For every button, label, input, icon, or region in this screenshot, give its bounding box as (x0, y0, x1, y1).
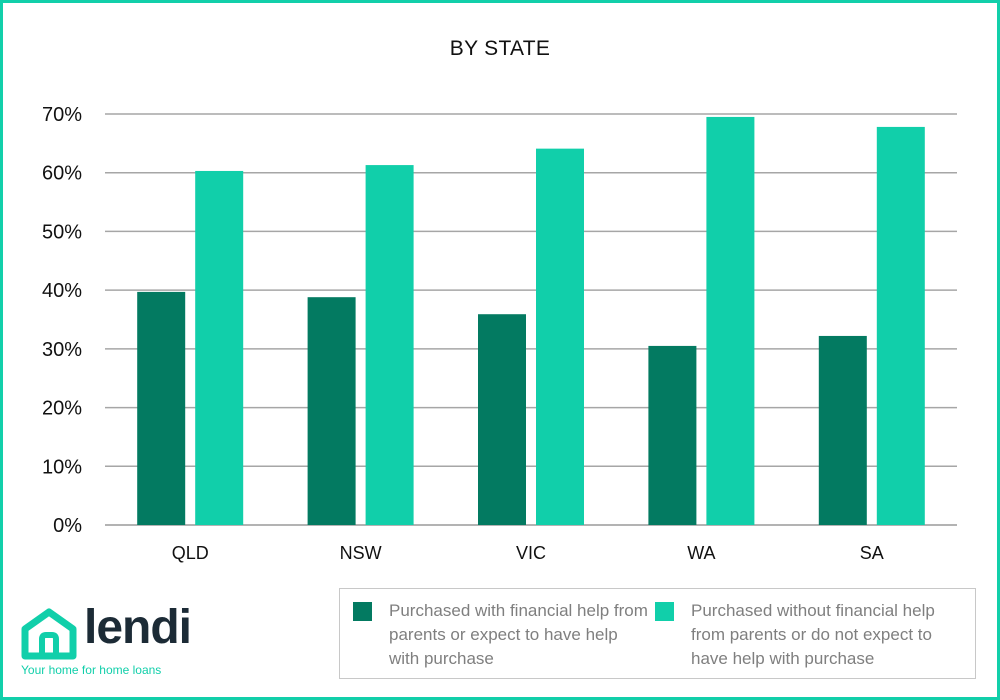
x-tick-label: WA (687, 543, 715, 563)
x-tick-label: NSW (340, 543, 382, 563)
bar-qld-series-2 (195, 170, 244, 525)
legend: Purchased with financial help from paren… (339, 588, 976, 679)
lendi-logo: lendi Your home for home loans (20, 601, 200, 681)
bar-wa-series-1 (648, 345, 697, 525)
logo-wordmark: lendi (84, 601, 192, 654)
bar-wa-series-2 (706, 116, 755, 525)
y-tick-label: 0% (53, 515, 82, 537)
y-tick-label: 10% (42, 456, 82, 478)
y-tick-label: 70% (42, 104, 82, 126)
y-tick-label: 60% (42, 163, 82, 185)
chart-title: BY STATE (449, 37, 551, 60)
bar-qld-series-1 (137, 291, 186, 525)
logo-tagline: Your home for home loans (21, 663, 162, 677)
bar-sa-series-1 (818, 335, 867, 525)
x-tick-label: QLD (172, 543, 209, 563)
y-tick-label: 20% (42, 398, 82, 420)
legend-label-with-help: Purchased with financial help from paren… (389, 601, 648, 668)
bar-sa-series-2 (876, 126, 925, 525)
bar-vic-series-1 (478, 314, 526, 525)
bar-nsw-series-1 (307, 297, 356, 525)
legend-swatch-with-help (353, 602, 372, 621)
x-tick-label: SA (860, 543, 884, 563)
y-tick-label: 50% (42, 221, 82, 243)
x-tick-label: VIC (516, 543, 546, 563)
bar-nsw-series-2 (365, 165, 414, 525)
y-tick-label: 40% (42, 280, 82, 302)
legend-swatch-without-help (655, 602, 674, 621)
house-icon (21, 608, 77, 660)
legend-label-without-help: Purchased without financial help from pa… (691, 601, 935, 668)
y-tick-label: 30% (42, 339, 82, 361)
bar-vic-series-2 (536, 148, 584, 526)
